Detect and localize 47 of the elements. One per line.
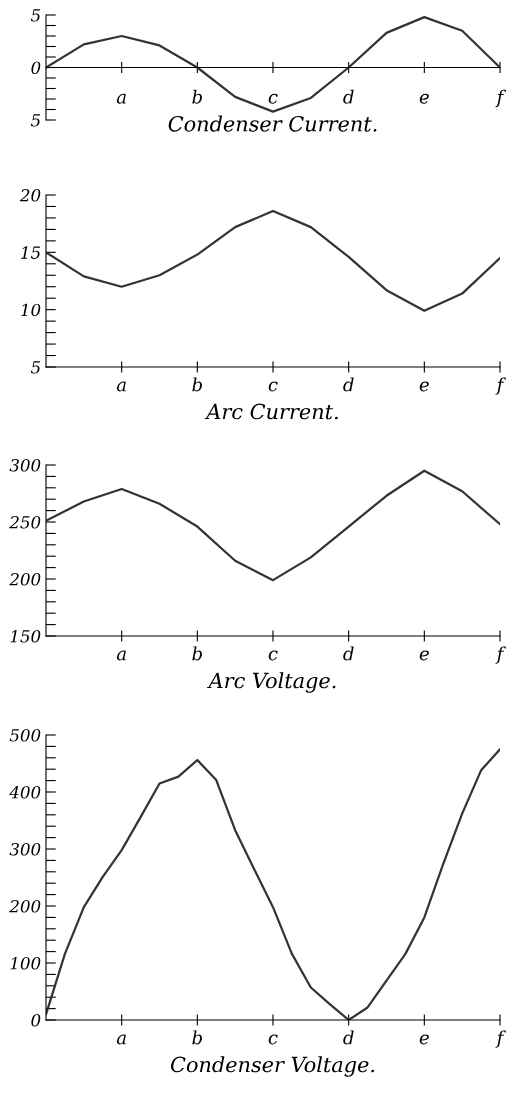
x-tick-label: d bbox=[343, 89, 354, 104]
x-tick-label: d bbox=[343, 1030, 354, 1045]
y-tick-label: 250 bbox=[9, 515, 41, 529]
x-axis-title: Condenser Current. bbox=[168, 115, 377, 132]
x-tick-label: e bbox=[419, 1034, 429, 1045]
x-axis-title: Condenser Voltage. bbox=[170, 1056, 375, 1077]
x-tick-label: a bbox=[116, 1034, 126, 1045]
y-tick-label: 5 bbox=[30, 114, 41, 127]
x-tick-label: e bbox=[419, 650, 429, 661]
x-tick-label: f bbox=[495, 89, 507, 108]
y-tick-label: 200 bbox=[9, 572, 41, 586]
line-series bbox=[46, 209, 500, 312]
x-tick-label: c bbox=[268, 650, 278, 661]
x-tick-label: b bbox=[192, 646, 202, 661]
x-tick-label: c bbox=[268, 381, 278, 392]
line-series bbox=[46, 469, 500, 582]
x-tick-label: a bbox=[116, 650, 126, 661]
y-tick-label: 100 bbox=[10, 956, 41, 970]
y-tick-label: 5 bbox=[30, 361, 41, 374]
x-tick-label: b bbox=[192, 377, 202, 392]
x-tick-label: d bbox=[343, 646, 354, 661]
x-tick-label: f bbox=[495, 646, 507, 664]
x-tick-label: b bbox=[192, 1030, 202, 1045]
x-tick-label: e bbox=[419, 381, 429, 392]
x-tick-label: a bbox=[116, 381, 126, 392]
x-tick-label: f bbox=[495, 377, 507, 395]
y-tick-label: 20 bbox=[19, 188, 41, 202]
y-tick-label: 200 bbox=[9, 899, 41, 913]
x-tick-label: c bbox=[268, 1034, 278, 1045]
y-tick-label: 10 bbox=[21, 303, 41, 317]
y-tick-label: 150 bbox=[10, 629, 41, 643]
y-tick-label: 5 bbox=[30, 9, 41, 22]
x-axis-title: Arc Voltage. bbox=[207, 672, 336, 693]
y-tick-label: 300 bbox=[9, 458, 41, 472]
x-axis-title: Arc Current. bbox=[204, 403, 338, 420]
y-tick-label: 400 bbox=[9, 785, 41, 799]
x-tick-label: f bbox=[495, 1030, 507, 1048]
y-tick-label: 300 bbox=[9, 842, 41, 856]
x-tick-label: e bbox=[419, 93, 429, 104]
y-tick-label: 15 bbox=[21, 246, 41, 259]
x-tick-label: c bbox=[268, 93, 278, 104]
y-tick-label: 0 bbox=[31, 61, 41, 75]
y-tick-label: 500 bbox=[9, 728, 41, 742]
x-tick-label: d bbox=[343, 377, 354, 392]
x-tick-label: a bbox=[116, 93, 126, 104]
x-tick-label: b bbox=[192, 89, 202, 104]
y-tick-label: 0 bbox=[31, 1013, 41, 1027]
